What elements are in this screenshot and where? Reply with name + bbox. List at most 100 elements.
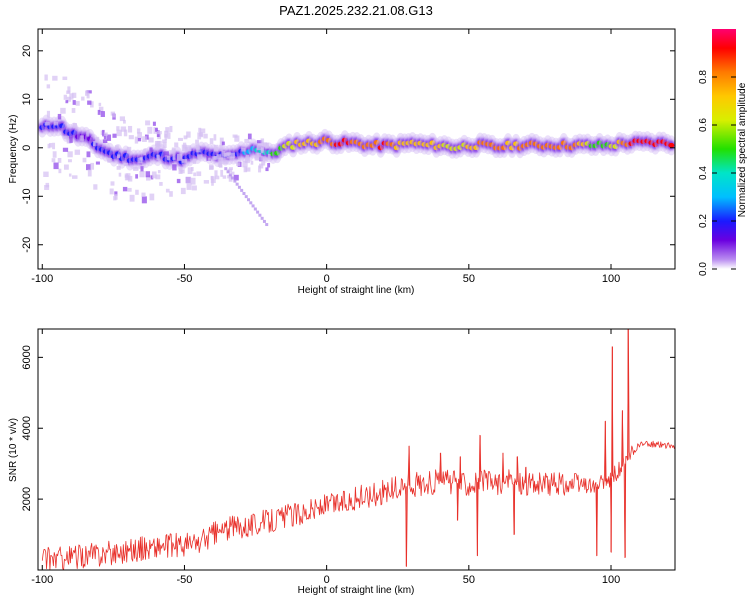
spectrogram-noise (116, 129, 122, 137)
spectrogram-trail (240, 188, 244, 192)
colorbar-tick-label: 0.6 (698, 118, 709, 132)
spectrogram-noise (66, 96, 71, 102)
spectrogram-noise (222, 175, 227, 179)
snr-x-axis-label: Height of straight line (km) (298, 585, 415, 596)
spectrogram-noise (127, 175, 133, 182)
spectrogram-noise (149, 147, 153, 152)
spectrogram-noise (157, 170, 161, 174)
spectrogram-noise (146, 175, 151, 181)
spectrogram-noise (106, 134, 112, 141)
spectrogram-noise (95, 136, 100, 143)
spectrogram-noise (110, 181, 115, 186)
snr-panel: -100 -50 0 50 100 2000 4000 6000 Height of stra… (8, 328, 676, 596)
spectrogram-noise (90, 162, 95, 170)
spectrogram-noise (152, 121, 156, 126)
spectrogram-marks (38, 74, 675, 227)
spectrogram-noise (43, 171, 49, 177)
spectrogram-noise (212, 156, 217, 161)
spectrogram-noise (196, 171, 202, 177)
spectrogram-noise (162, 141, 167, 148)
spectrogram-noise (123, 119, 126, 124)
spectrogram-noise (124, 175, 130, 181)
spectrogram-noise (144, 134, 149, 140)
spectrogram-noise (256, 144, 262, 151)
spectrogram-noise (141, 192, 146, 198)
spectrogram-noise (140, 166, 144, 172)
spectrogram-noise (209, 138, 214, 145)
spectrogram-noise (259, 163, 264, 169)
spectrogram-trail (224, 167, 228, 171)
snr-series-line (41, 329, 675, 570)
spectrogram-noise (128, 135, 134, 140)
spectrogram-noise (72, 123, 77, 129)
colorbar-ticks: 0.0 0.2 0.4 0.6 0.8 (698, 70, 736, 276)
spectrogram-noise (218, 161, 223, 168)
spectrogram-noise (156, 131, 162, 135)
spectrogram-noise (127, 187, 132, 192)
spectrogram-noise (176, 153, 183, 161)
spectrogram-noise (93, 184, 98, 190)
spectrogram-noise (197, 132, 202, 140)
spectrogram-trail (226, 170, 230, 174)
spectrogram-noise (215, 175, 220, 180)
spectrogram-noise (129, 194, 135, 202)
spectrogram-noise (221, 150, 226, 157)
spectrogram-trail (237, 185, 241, 189)
spectrogram-noise (52, 75, 58, 81)
spectrogram-noise (113, 196, 117, 201)
spectrogram-noise (180, 187, 186, 195)
spectrogram-noise (208, 157, 211, 161)
spectrogram-noise (46, 110, 51, 118)
spectrogram-noise (86, 129, 89, 137)
spectrogram-noise (122, 186, 128, 192)
spectrogram-noise (234, 135, 240, 142)
spectrogram-noise (196, 147, 201, 153)
y-tick-label: 10 (21, 93, 33, 105)
spectrogram-noise (219, 137, 224, 145)
spectrogram-noise (151, 171, 157, 179)
spectrogram-noise (228, 174, 233, 182)
spectrogram-noise (100, 111, 105, 117)
x-tick-label: 50 (463, 574, 475, 586)
spectrogram-noise (242, 160, 248, 168)
spectrogram-noise (139, 171, 145, 178)
spectrogram-noise (209, 165, 214, 170)
spectrogram-noise (92, 141, 96, 147)
spectrogram-noise (67, 86, 71, 93)
spectrogram-noise (195, 144, 200, 150)
spectrogram-noise (262, 142, 268, 147)
spectrogram-noise (69, 136, 73, 143)
spectrogram-noise (198, 127, 202, 133)
spectrogram-noise (247, 133, 252, 140)
spectrogram-noise (120, 126, 127, 132)
spectrogram-noise (250, 160, 254, 165)
spectrogram-noise (44, 122, 50, 126)
spectrogram-noise (119, 116, 125, 122)
colorbar-gradient (712, 29, 736, 269)
spectrogram-noise (66, 90, 71, 94)
spectrogram-noise (112, 133, 117, 138)
spectrogram-noise (147, 126, 153, 134)
spectrogram-noise (66, 140, 71, 144)
spectrogram-noise (261, 147, 264, 154)
spectrogram-noise (69, 93, 74, 100)
spectrogram-noise (134, 136, 139, 144)
spectrogram-noise (165, 127, 170, 133)
spectrogram-trail (231, 176, 235, 180)
spectrogram-noise (65, 100, 69, 104)
spectrogram-noise (87, 169, 92, 177)
spectrogram-noise (219, 144, 223, 152)
y-tick-label: 20 (21, 45, 33, 57)
spectrogram-noise (218, 157, 224, 161)
spectrogram-noise (193, 159, 197, 165)
spectrogram-noise (82, 157, 87, 163)
spectrogram-noise (87, 100, 92, 105)
spectrogram-noise (74, 149, 81, 155)
spectrogram-noise (186, 145, 192, 152)
x-tick-label: 100 (602, 273, 620, 285)
spectrogram-peak (668, 142, 675, 148)
x-tick-label: -100 (31, 273, 53, 285)
spectrogram-noise (167, 132, 171, 139)
spectrogram-noise (233, 174, 239, 181)
